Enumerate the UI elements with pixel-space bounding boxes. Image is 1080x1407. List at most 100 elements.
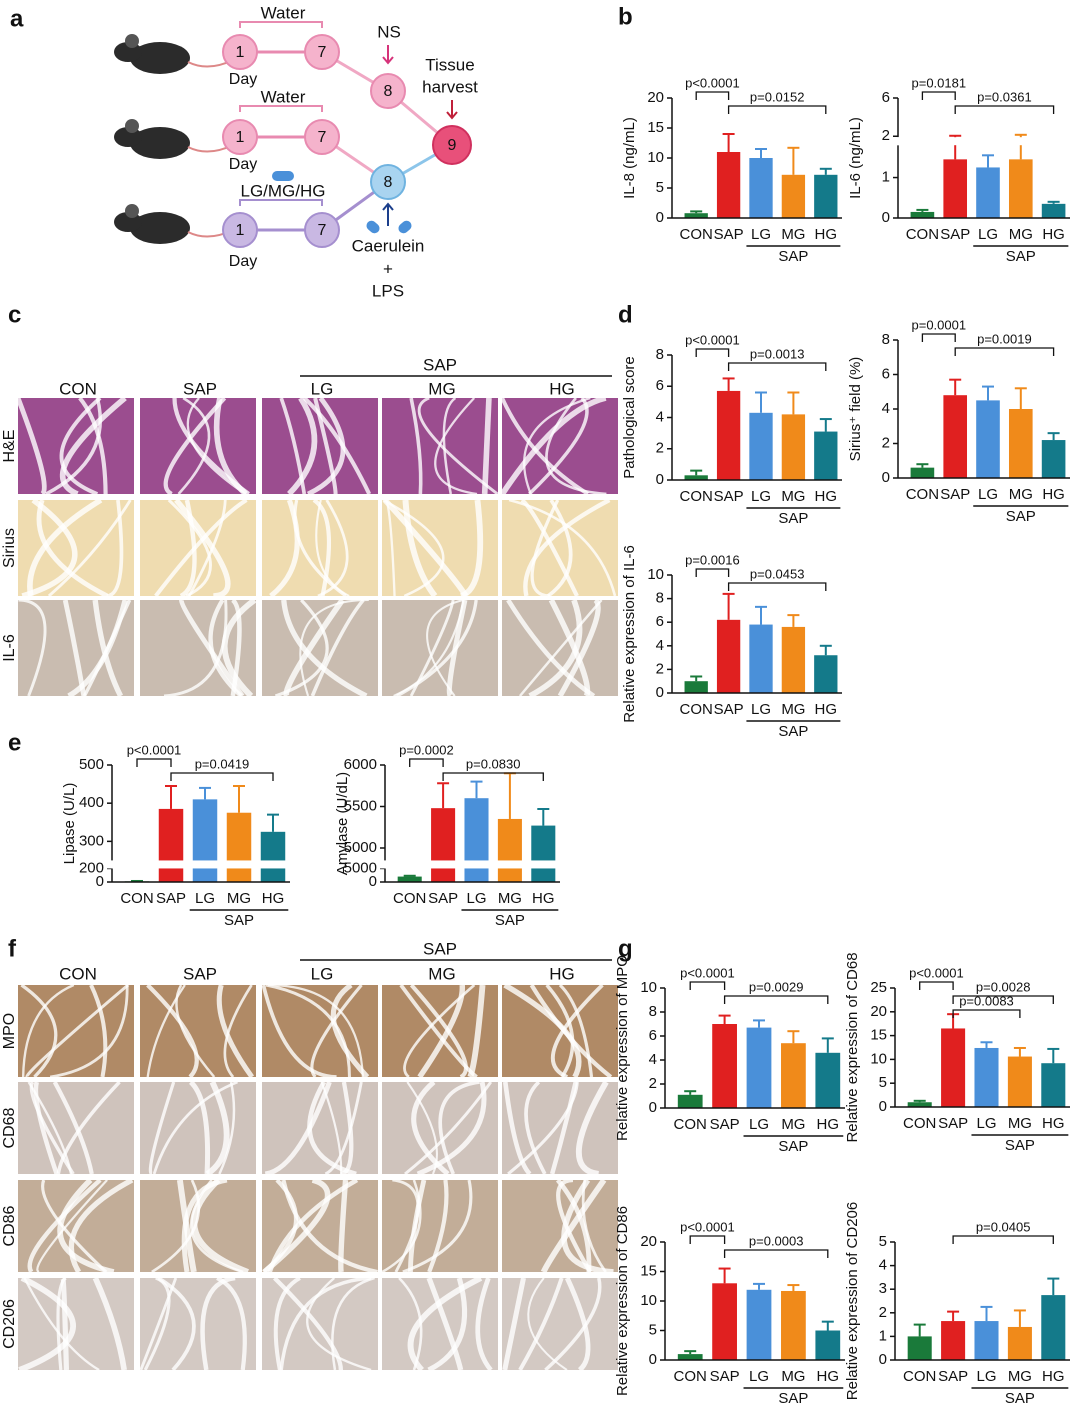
bar <box>746 1027 772 1108</box>
y-tick-label: 6 <box>656 377 664 394</box>
micrograph <box>262 985 378 1077</box>
tissue-texture <box>264 1081 332 1177</box>
bar <box>712 1024 737 1108</box>
bar <box>431 808 456 882</box>
x-tick-label: CON <box>680 226 713 243</box>
tissue-texture <box>45 397 102 496</box>
tissue-texture <box>106 499 124 598</box>
x-tick-label: LG <box>195 890 215 907</box>
tissue-texture <box>218 1081 236 1175</box>
node-ns <box>370 73 406 109</box>
row-label: H&E <box>1 430 18 463</box>
tissue-texture <box>402 499 438 598</box>
group-label: SAP <box>1006 248 1036 265</box>
significance-bracket <box>727 362 827 371</box>
tissue-texture <box>21 983 75 1078</box>
bar <box>397 876 422 882</box>
panel-letter: b <box>618 3 633 30</box>
y-axis-label: IL-6 (ng/mL) <box>847 117 864 199</box>
bar <box>531 825 556 882</box>
tissue-texture <box>89 984 108 1078</box>
tissue-texture <box>82 599 132 697</box>
row-label: CD68 <box>1 1107 18 1148</box>
bar <box>943 395 968 478</box>
p-value: p=0.0013 <box>750 346 805 361</box>
y-tick-label: 2 <box>879 1304 887 1321</box>
tissue-texture <box>175 984 216 1078</box>
capsule <box>272 171 294 181</box>
panel-letter: c <box>8 301 21 328</box>
tissue-texture <box>60 1276 70 1371</box>
tissue-texture <box>520 498 579 597</box>
bar <box>677 1094 703 1108</box>
y-tick-label: 0 <box>656 471 664 488</box>
x-tick-label: SAP <box>938 1115 968 1132</box>
bar <box>815 1330 841 1360</box>
bar <box>497 818 522 882</box>
y-tick-label: 5 <box>656 179 664 196</box>
y-tick-label: 2 <box>656 660 664 677</box>
tissue-texture <box>163 599 228 698</box>
tissue-texture <box>409 983 468 1079</box>
significance-bracket <box>921 333 956 342</box>
row-label: CD86 <box>1 1205 18 1246</box>
x-tick-label: SAP <box>714 488 744 505</box>
y-tick-label: 8 <box>882 331 890 348</box>
x-tick-label: CON <box>903 1115 936 1132</box>
y-axis-label: Relative expression of CD206 <box>844 1202 861 1400</box>
x-tick-label: CON <box>903 1368 936 1385</box>
step-label: NS <box>377 22 401 41</box>
tissue-texture <box>27 1178 102 1274</box>
y-tick-label: 8 <box>656 590 664 607</box>
group-label: SAP <box>778 510 808 527</box>
p-value: p=0.0453 <box>750 566 805 581</box>
tissue-texture <box>269 499 300 598</box>
x-tick-label: HG <box>1042 486 1065 503</box>
group-label: SAP <box>1005 1390 1035 1407</box>
bar <box>907 1102 932 1107</box>
p-value: p=0.0019 <box>977 331 1032 346</box>
tissue-texture <box>382 498 469 598</box>
bar <box>746 1289 772 1360</box>
tissue-texture <box>317 499 349 598</box>
tissue-texture <box>176 1179 197 1273</box>
day-label: Day <box>229 253 257 270</box>
y-tick-label: 4 <box>879 1257 887 1274</box>
significance-bracket <box>952 1009 1021 1018</box>
capsule <box>366 220 380 234</box>
axis-break <box>104 860 290 869</box>
group-label: SAP <box>224 912 254 929</box>
bar <box>910 467 935 478</box>
tissue-texture <box>524 1080 547 1175</box>
day-number: 8 <box>384 83 393 100</box>
column-label: SAP <box>183 964 217 983</box>
tissue-texture <box>529 983 613 1079</box>
tissue-texture <box>18 598 47 697</box>
bracket <box>239 199 323 206</box>
tissue-texture <box>564 1276 591 1372</box>
p-value: p=0.0361 <box>977 89 1032 104</box>
tissue-texture <box>446 599 468 698</box>
bar <box>781 626 806 693</box>
day-label: Day <box>229 156 257 173</box>
y-axis-label: Relative expression of CD86 <box>614 1206 631 1396</box>
tissue-texture <box>59 395 127 497</box>
treatment-label: LG/MG/HG <box>240 181 325 200</box>
tissue-texture <box>223 984 253 1078</box>
x-tick-label: LG <box>751 488 771 505</box>
axis-break <box>890 137 1070 146</box>
bar <box>192 799 218 882</box>
bar <box>974 1321 999 1360</box>
tissue-texture <box>576 1080 609 1177</box>
arrow <box>446 100 458 120</box>
tissue-texture <box>518 599 603 697</box>
y-axis-label: Relative expression of IL-6 <box>621 545 638 723</box>
tissue-texture <box>68 1177 134 1274</box>
x-tick-label: CON <box>120 890 153 907</box>
p-value: p=0.0003 <box>749 1233 804 1248</box>
p-value: p=0.0029 <box>749 979 804 994</box>
x-tick-label: MG <box>1009 226 1033 243</box>
tissue-texture <box>92 599 123 698</box>
y-tick-label: 0 <box>656 684 664 701</box>
y-tick-label: 6 <box>649 1027 657 1044</box>
